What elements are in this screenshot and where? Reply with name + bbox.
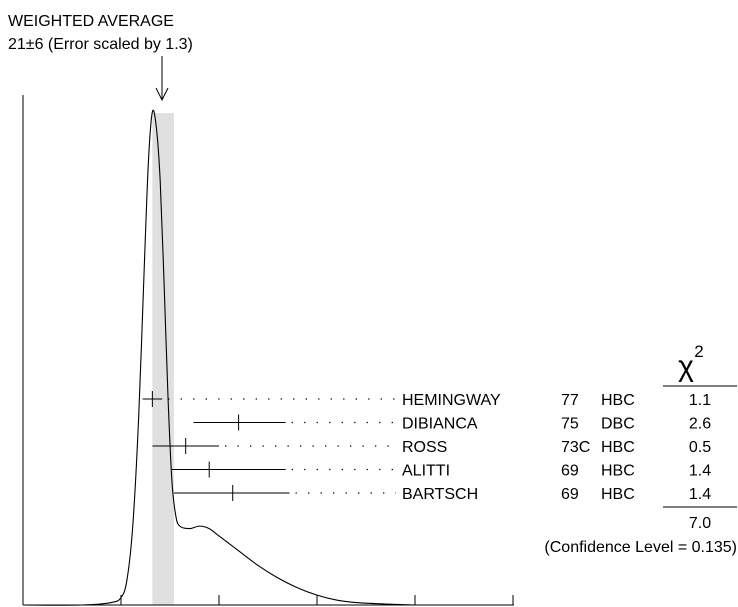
measurement-name: HEMINGWAY [402, 392, 501, 409]
measurement-name: DIBIANCA [402, 416, 478, 433]
measurement-chi2: 1.4 [689, 486, 711, 503]
measurement-chi2: 2.6 [689, 416, 711, 433]
weighted-average-band [152, 113, 174, 605]
measurement-chi2: 0.5 [689, 439, 711, 456]
measurement-technique: HBC [601, 439, 635, 456]
measurement-technique: DBC [601, 416, 635, 433]
measurement-year: 75 [561, 416, 579, 433]
x-axis-ticks: -50050100150200 [120, 595, 514, 605]
measurement-technique: HBC [601, 392, 635, 409]
measurement-year: 73C [561, 439, 590, 456]
measurement-chi2: 1.4 [689, 463, 711, 480]
measurement-technique: HBC [601, 463, 635, 480]
measurement-technique: HBC [601, 486, 635, 503]
measurement-year: 69 [561, 486, 579, 503]
measurement-year: 69 [561, 463, 579, 480]
chart-subtitle: 21±6 (Error scaled by 1.3) [8, 36, 193, 53]
measurement-name: BARTSCH [402, 486, 478, 503]
chart-title: WEIGHTED AVERAGE [8, 13, 174, 30]
measurement-name: ALITTI [402, 463, 450, 480]
measurement-chi2: 1.1 [689, 392, 711, 409]
ideogram-curve [22, 109, 416, 606]
average-arrow-head [155, 87, 169, 102]
confidence-level: (Confidence Level = 0.135) [544, 539, 737, 556]
measurement-year: 77 [561, 392, 579, 409]
measurement-rows: HEMINGWAY 77 HBC 1.1 DIBIANCA 75 DBC 2.6 ROSS 73C… [142, 391, 711, 503]
chi2-header-symbol: χ [678, 350, 694, 383]
chi2-total: 7.0 [689, 515, 711, 532]
chi2-header-superscript: 2 [694, 342, 703, 361]
measurement-name: ROSS [402, 439, 447, 456]
